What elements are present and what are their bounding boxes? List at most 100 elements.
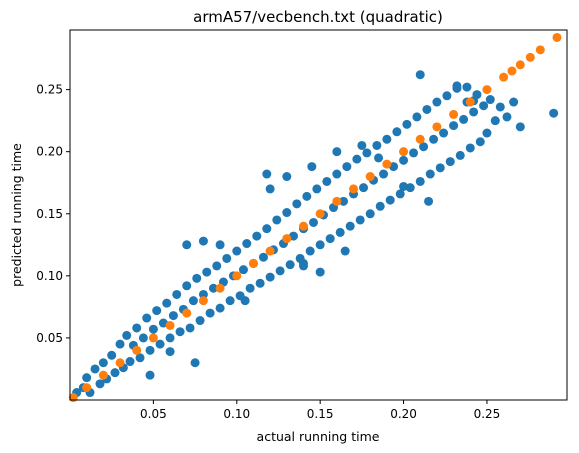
plot-points	[68, 32, 562, 403]
data-point	[412, 112, 422, 122]
data-point	[315, 267, 325, 277]
data-point	[107, 350, 117, 360]
y-axis-label: predicted running time	[9, 143, 24, 287]
data-point	[362, 148, 372, 158]
data-point	[202, 267, 212, 277]
data-point	[208, 283, 218, 293]
data-point	[395, 189, 405, 199]
data-point	[155, 339, 165, 349]
data-point	[479, 101, 489, 111]
data-point	[455, 150, 465, 160]
data-point	[265, 184, 275, 194]
data-point	[148, 324, 158, 334]
data-point	[232, 271, 242, 281]
data-point	[359, 183, 369, 193]
data-point	[357, 140, 367, 150]
data-point	[238, 265, 248, 275]
data-point	[445, 157, 455, 167]
data-point	[432, 122, 442, 132]
data-point	[332, 169, 342, 179]
data-point	[374, 153, 384, 163]
data-point	[435, 163, 445, 173]
data-point	[275, 266, 285, 276]
x-tick-label: 0.20	[390, 407, 417, 421]
x-tick-label: 0.25	[474, 407, 501, 421]
data-point	[424, 196, 434, 206]
data-point	[462, 82, 472, 92]
data-point	[282, 208, 292, 218]
data-point	[429, 134, 439, 144]
data-point	[449, 109, 459, 119]
data-point	[509, 97, 519, 107]
data-point	[138, 333, 148, 343]
data-point	[298, 261, 308, 271]
data-point	[399, 155, 409, 165]
data-point	[325, 234, 335, 244]
data-point	[335, 227, 345, 237]
data-point	[298, 221, 308, 231]
data-point	[282, 172, 292, 182]
data-point	[535, 45, 545, 55]
x-tick-label: 0.15	[307, 407, 334, 421]
data-point	[165, 333, 175, 343]
data-point	[115, 339, 125, 349]
data-point	[365, 172, 375, 182]
data-point	[225, 296, 235, 306]
data-point	[499, 72, 509, 82]
data-point	[399, 181, 409, 191]
data-point	[322, 176, 332, 186]
data-point	[262, 169, 272, 179]
data-point	[459, 114, 469, 124]
data-point	[190, 358, 200, 368]
y-axis: 0.05 0.10 0.15 0.20 0.25	[36, 83, 70, 345]
data-point	[232, 246, 242, 256]
data-point	[182, 240, 192, 250]
data-point	[302, 191, 312, 201]
data-point	[475, 137, 485, 147]
data-point	[482, 85, 492, 95]
data-point	[379, 169, 389, 179]
data-point	[182, 308, 192, 318]
data-point	[452, 81, 462, 91]
data-point	[315, 209, 325, 219]
data-point	[265, 246, 275, 256]
data-point	[265, 272, 275, 282]
data-point	[272, 215, 282, 225]
data-point	[415, 176, 425, 186]
data-point	[212, 261, 222, 271]
data-point	[392, 127, 402, 137]
data-point	[192, 273, 202, 283]
data-point	[415, 70, 425, 80]
data-point	[525, 52, 535, 62]
data-point	[352, 154, 362, 164]
data-point	[415, 134, 425, 144]
data-point	[332, 196, 342, 206]
data-point	[382, 159, 392, 169]
data-point	[342, 162, 352, 172]
data-point	[432, 97, 442, 107]
data-point	[402, 119, 412, 129]
data-point	[315, 240, 325, 250]
y-tick-label: 0.15	[36, 207, 63, 221]
data-point	[469, 107, 479, 117]
data-point	[215, 283, 225, 293]
data-point	[549, 108, 559, 118]
data-point	[162, 298, 172, 308]
data-point	[382, 134, 392, 144]
data-point	[195, 316, 205, 326]
y-tick-label: 0.20	[36, 145, 63, 159]
data-point	[262, 224, 272, 234]
data-point	[332, 147, 342, 157]
data-point	[490, 116, 500, 126]
data-point	[405, 183, 415, 193]
data-point	[245, 283, 255, 293]
data-point	[98, 370, 108, 380]
data-point	[465, 143, 475, 153]
plot-frame	[69, 29, 568, 401]
data-point	[135, 353, 145, 363]
data-point	[282, 234, 292, 244]
data-point	[98, 358, 108, 368]
data-point	[95, 379, 105, 389]
data-point	[385, 195, 395, 205]
data-point	[242, 239, 252, 249]
